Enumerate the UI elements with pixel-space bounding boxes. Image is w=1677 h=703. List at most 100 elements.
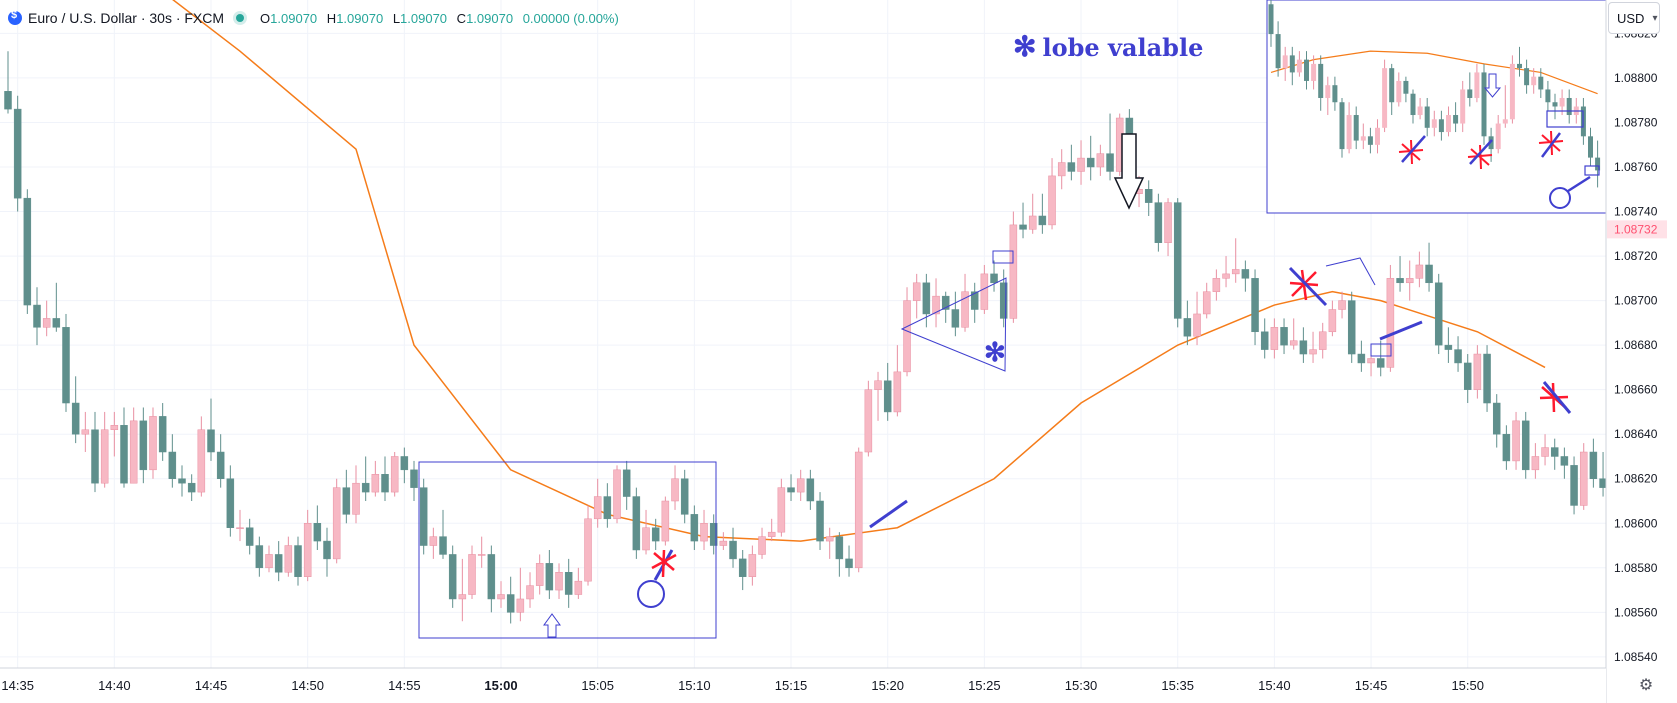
small-box-marker[interactable]	[1370, 343, 1392, 357]
candle	[970, 282, 979, 323]
symbol-title[interactable]: Euro / U.S. Dollar · 30s · FXCM	[28, 10, 225, 26]
candle	[158, 403, 167, 461]
time-tick-label: 15:40	[1258, 678, 1291, 693]
candle-body	[284, 545, 293, 573]
candle	[700, 509, 708, 550]
candle-body	[42, 318, 51, 328]
candle-body	[961, 291, 969, 328]
candle-body	[1270, 327, 1279, 350]
trend-stroke[interactable]	[869, 499, 908, 529]
last-price-label-bg	[1607, 220, 1667, 239]
candle	[477, 536, 486, 568]
candle	[458, 558, 467, 622]
candle	[1328, 300, 1337, 337]
candle-body	[1589, 451, 1598, 479]
candle	[1096, 144, 1105, 176]
gear-icon[interactable]: ⚙	[1638, 677, 1654, 694]
candle	[129, 407, 138, 484]
inset-candle	[1304, 51, 1309, 90]
candle-body	[738, 558, 747, 577]
candle	[1048, 158, 1056, 230]
candle	[690, 505, 699, 550]
candle	[1434, 273, 1443, 355]
up-arrow-small-icon[interactable]	[543, 613, 561, 638]
inset-candle-body	[1424, 106, 1430, 128]
down-arrow-big-icon[interactable]	[1113, 133, 1145, 210]
candle-body	[835, 536, 844, 560]
candle-body	[1309, 349, 1317, 355]
candle-body	[487, 554, 496, 600]
trend-stroke[interactable]	[1379, 320, 1423, 341]
candle	[506, 576, 515, 624]
candle-body	[1550, 447, 1559, 457]
candle	[226, 465, 235, 537]
candle	[738, 549, 747, 591]
currency-selector[interactable]: USD ▾	[1608, 2, 1660, 34]
candle	[1231, 238, 1240, 283]
inset-candle	[1296, 51, 1302, 77]
candle-body	[13, 108, 22, 199]
candle-body	[139, 420, 148, 471]
annotation-text[interactable]: ✻ lobe valable	[1013, 30, 1203, 63]
inset-candle-body	[1325, 85, 1331, 98]
candle	[1492, 394, 1501, 448]
candle	[371, 460, 380, 497]
candle	[748, 545, 757, 586]
candle-body	[178, 478, 186, 484]
candle-body	[448, 554, 457, 600]
inset-candle	[1396, 72, 1402, 107]
trend-stroke[interactable]	[1542, 381, 1572, 414]
candle-body	[545, 563, 554, 591]
candle	[1396, 256, 1404, 292]
inset-candle-body	[1524, 68, 1530, 86]
candle-body	[1579, 451, 1588, 506]
candle	[400, 447, 409, 484]
candle-body	[1019, 224, 1027, 230]
candle	[42, 300, 51, 337]
candle-body	[690, 514, 699, 542]
candle-body	[584, 518, 592, 582]
candle	[1222, 256, 1230, 288]
circle-marker[interactable]	[637, 580, 665, 608]
inset-candle	[1552, 93, 1558, 120]
inset-trend-stroke	[1541, 132, 1561, 158]
candle-body	[1502, 433, 1511, 462]
inset-candle-body	[1410, 93, 1416, 116]
trend-stroke[interactable]	[1288, 266, 1328, 307]
candle-body	[313, 523, 322, 542]
candle	[545, 549, 554, 599]
consolidation-rectangle[interactable]	[418, 461, 717, 639]
inset-candle	[1318, 55, 1324, 111]
inset-candle-body	[1474, 72, 1480, 98]
cross-marker[interactable]	[651, 549, 677, 578]
candle-body	[941, 295, 950, 310]
annotation-label: lobe valable	[1042, 33, 1204, 62]
candle	[419, 478, 428, 555]
price-tick-label: 1.08740	[1614, 205, 1658, 219]
candle-body	[468, 554, 476, 595]
candle	[91, 411, 99, 493]
candle-body	[400, 456, 409, 471]
candle-body	[970, 291, 979, 310]
inset-candle	[1360, 123, 1366, 150]
candle-body	[1173, 202, 1182, 319]
candle-body	[883, 380, 892, 413]
candle	[1357, 340, 1366, 372]
asterisk-icon: ✻	[1013, 30, 1037, 63]
inset-candle	[1332, 76, 1338, 111]
triangle-pattern[interactable]	[900, 277, 1007, 372]
candle	[564, 558, 573, 608]
small-box-marker[interactable]	[992, 250, 1014, 264]
inset-candle-body	[1332, 85, 1338, 103]
candle	[1338, 291, 1346, 319]
inset-candle	[1367, 127, 1373, 154]
candle-body	[506, 594, 515, 613]
candle-body	[1531, 456, 1540, 471]
inset-candle-body	[1289, 55, 1295, 73]
chevron-down-icon: ▾	[1652, 12, 1658, 24]
candle-body	[439, 536, 447, 555]
inset-candle	[1509, 55, 1515, 124]
candle	[603, 483, 612, 528]
peak-lines[interactable]	[1325, 257, 1376, 286]
